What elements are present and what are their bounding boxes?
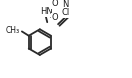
Text: HN: HN [40,7,53,16]
Text: O: O [51,13,58,22]
Text: Cl: Cl [62,8,70,17]
Text: CH₃: CH₃ [5,26,19,35]
Text: N: N [63,0,69,9]
Text: O: O [51,0,58,8]
